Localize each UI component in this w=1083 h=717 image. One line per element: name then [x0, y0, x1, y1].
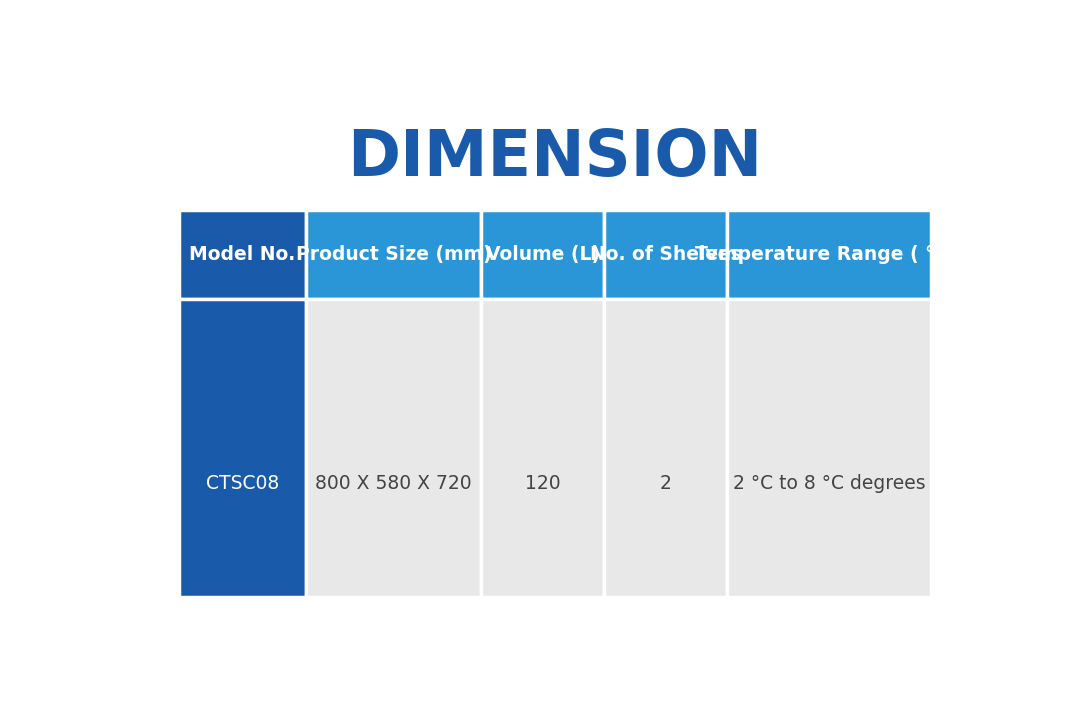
Text: CTSC08: CTSC08 [206, 474, 279, 493]
FancyBboxPatch shape [305, 299, 482, 597]
Text: No. of Shelves: No. of Shelves [589, 245, 741, 264]
Text: 120: 120 [525, 474, 561, 493]
FancyBboxPatch shape [179, 210, 305, 299]
FancyBboxPatch shape [179, 299, 305, 597]
Text: Model No.: Model No. [190, 245, 296, 264]
Text: 800 X 580 X 720: 800 X 580 X 720 [315, 474, 472, 493]
FancyBboxPatch shape [482, 299, 604, 597]
Text: 2: 2 [660, 474, 671, 493]
FancyBboxPatch shape [305, 210, 482, 299]
FancyBboxPatch shape [727, 299, 931, 597]
FancyBboxPatch shape [604, 299, 727, 597]
FancyBboxPatch shape [482, 210, 604, 299]
Text: Temperature Range ( °C ): Temperature Range ( °C ) [694, 245, 963, 264]
Text: DIMENSION: DIMENSION [348, 127, 762, 189]
FancyBboxPatch shape [604, 210, 727, 299]
Text: 2 °C to 8 °C degrees: 2 °C to 8 °C degrees [732, 474, 925, 493]
Text: Volume (L): Volume (L) [485, 245, 600, 264]
Text: Product Size (mm): Product Size (mm) [296, 245, 492, 264]
FancyBboxPatch shape [727, 210, 931, 299]
